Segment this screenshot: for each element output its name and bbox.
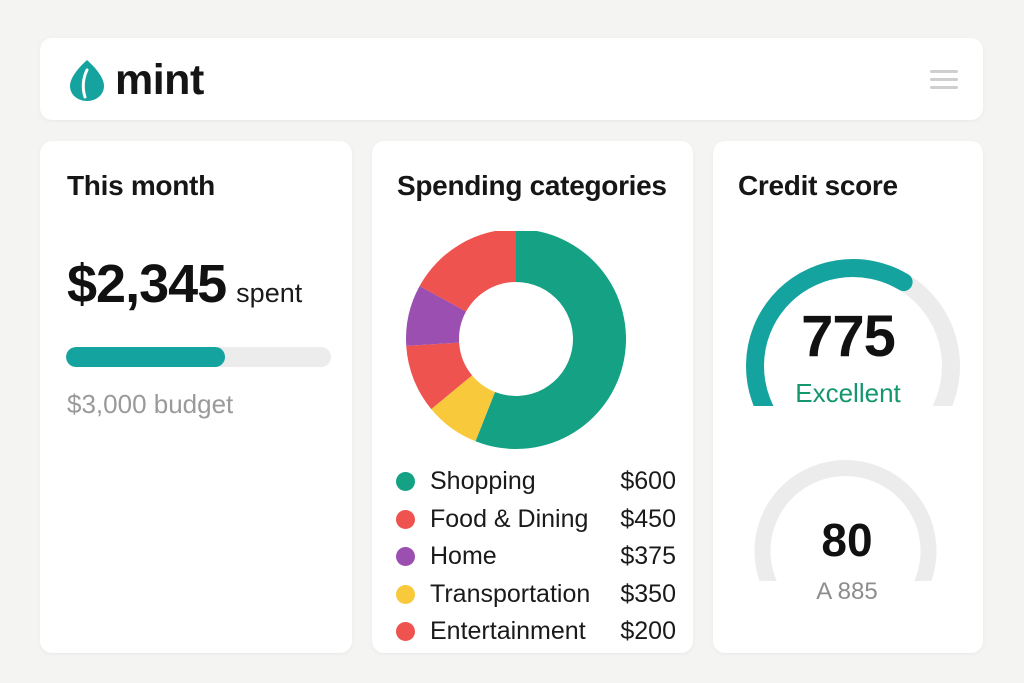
legend-dot-food-dining — [396, 509, 415, 529]
credit-score-rating: Excellent — [795, 378, 901, 408]
gauge-fill — [746, 259, 913, 406]
donut-slice-3[interactable] — [406, 286, 467, 346]
hamburger-icon[interactable] — [928, 66, 960, 94]
spent-summary: $2,345 spent — [67, 253, 302, 315]
legend-item-shopping[interactable]: Shopping $600 — [396, 463, 676, 501]
brand-name: mint — [115, 56, 204, 104]
legend-amount: $350 — [620, 579, 676, 608]
donut-slice-4[interactable] — [419, 231, 516, 312]
spending-title: Spending categories — [397, 170, 667, 201]
this-month-title: This month — [67, 170, 215, 201]
secondary-gauge-track — [754, 460, 937, 581]
legend-dot-shopping — [396, 472, 415, 492]
secondary-gauge — [754, 460, 937, 581]
spending-categories-card: Spending categories Shopping $600 Food &… — [372, 141, 693, 653]
legend-name: Shopping — [430, 467, 536, 496]
this-month-card: This month $2,345 spent $3,000 budget — [40, 141, 352, 653]
legend-name: Transportation — [430, 579, 591, 608]
legend-amount: $200 — [620, 617, 676, 646]
credit-score-value: 775 — [801, 304, 896, 369]
legend-name: Entertainment — [430, 617, 586, 646]
spent-word: spent — [236, 278, 303, 308]
legend-dot-transportation — [396, 584, 415, 604]
budget-label: $3,000 budget — [67, 389, 234, 419]
legend-amount: $600 — [620, 467, 676, 496]
spent-amount: $2,345 — [67, 254, 227, 314]
legend-dot-entertainment — [396, 622, 415, 642]
credit-score-card: Credit score 775 Excellent 80 A 885 — [713, 141, 983, 653]
spending-donut-chart — [406, 231, 626, 449]
budget-progress-bar — [66, 347, 331, 367]
legend-name: Home — [430, 542, 497, 571]
budget-progress-fill — [66, 347, 225, 367]
credit-title: Credit score — [738, 170, 898, 201]
legend-dot-home — [396, 547, 415, 567]
legend-item-food-dining[interactable]: Food & Dining $450 — [396, 501, 676, 539]
legend-item-home[interactable]: Home $375 — [396, 538, 676, 576]
secondary-score-value: 80 — [821, 514, 873, 566]
leaf-icon — [70, 60, 104, 101]
legend-amount: $375 — [620, 542, 676, 571]
legend-item-entertainment[interactable]: Entertainment $200 — [396, 613, 676, 651]
donut-slice-1[interactable] — [431, 375, 496, 442]
legend-item-transportation[interactable]: Transportation $350 — [396, 576, 676, 614]
secondary-score-label: A 885 — [816, 578, 878, 605]
donut-slice-0[interactable] — [475, 231, 626, 449]
spending-legend: Shopping $600 Food & Dining $450 Home $3… — [396, 463, 676, 651]
mint-logo[interactable]: mint — [68, 58, 218, 102]
donut-slice-2[interactable] — [406, 342, 473, 410]
legend-name: Food & Dining — [430, 504, 589, 533]
legend-amount: $450 — [620, 504, 676, 533]
header-bar — [40, 38, 983, 120]
credit-score-gauge — [746, 259, 960, 406]
